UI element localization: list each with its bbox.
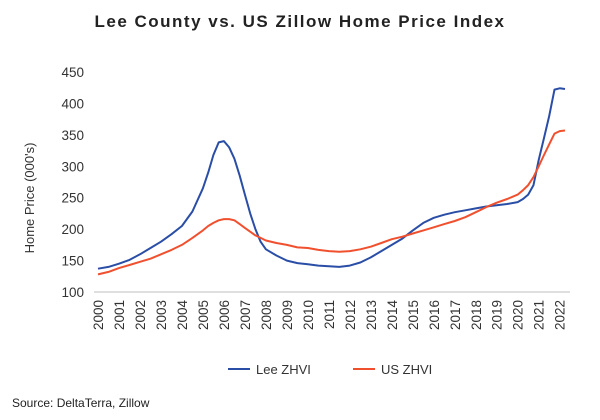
x-tick-label: 2021: [532, 300, 547, 330]
x-tick-label: 2006: [217, 300, 232, 330]
y-tick-label: 150: [61, 254, 84, 269]
x-tick-label: 2011: [322, 300, 337, 329]
x-tick-label: 2019: [490, 300, 505, 330]
y-tick-label: 250: [61, 191, 84, 206]
legend-item-lee: Lee ZHVI: [228, 362, 311, 377]
x-tick-label: 2009: [280, 300, 295, 330]
y-axis-ticks: 100 150 200 250 300 350 400 450: [61, 65, 84, 300]
y-tick-label: 200: [61, 222, 84, 237]
x-tick-label: 2008: [259, 300, 274, 330]
x-tick-label: 2012: [343, 300, 358, 330]
legend-item-us: US ZHVI: [353, 362, 432, 377]
x-tick-label: 2015: [406, 300, 421, 330]
x-tick-label: 2007: [238, 300, 253, 330]
x-tick-label: 2013: [364, 300, 379, 330]
series-line-us-zhvi: [97, 129, 566, 276]
x-tick-label: 2004: [175, 300, 190, 331]
x-axis-ticks: 2000 2001 2002 2003 2004 2005 2006 2007 2008 2009…: [91, 300, 568, 331]
x-tick-label: 2020: [511, 300, 526, 330]
x-tick-label: 2017: [448, 300, 463, 330]
y-tick-label: 400: [61, 96, 84, 111]
x-tick-label: 2022: [553, 300, 568, 330]
x-tick-label: 2003: [154, 300, 169, 330]
chart-title: Lee County vs. US Zillow Home Price Inde…: [94, 12, 506, 31]
legend-label-lee: Lee ZHVI: [256, 362, 311, 377]
legend: Lee ZHVI US ZHVI: [228, 362, 432, 377]
x-tick-label: 2005: [196, 300, 211, 330]
x-tick-label: 2002: [133, 300, 148, 330]
x-tick-label: 2001: [112, 300, 127, 330]
y-tick-label: 450: [61, 65, 84, 80]
y-tick-label: 300: [61, 159, 84, 174]
y-tick-label: 100: [61, 285, 84, 300]
x-tick-label: 2000: [91, 300, 106, 330]
x-tick-label: 2014: [385, 300, 400, 331]
series-line-lee-zhvi: [97, 87, 566, 270]
legend-label-us: US ZHVI: [381, 362, 432, 377]
source-note: Source: DeltaTerra, Zillow: [12, 396, 150, 410]
y-tick-label: 350: [61, 128, 84, 143]
series-lines: [97, 87, 566, 276]
x-tick-label: 2016: [427, 300, 442, 330]
x-tick-label: 2018: [469, 300, 484, 330]
y-axis-title: Home Price (000's): [22, 143, 37, 254]
x-tick-label: 2010: [301, 300, 316, 330]
